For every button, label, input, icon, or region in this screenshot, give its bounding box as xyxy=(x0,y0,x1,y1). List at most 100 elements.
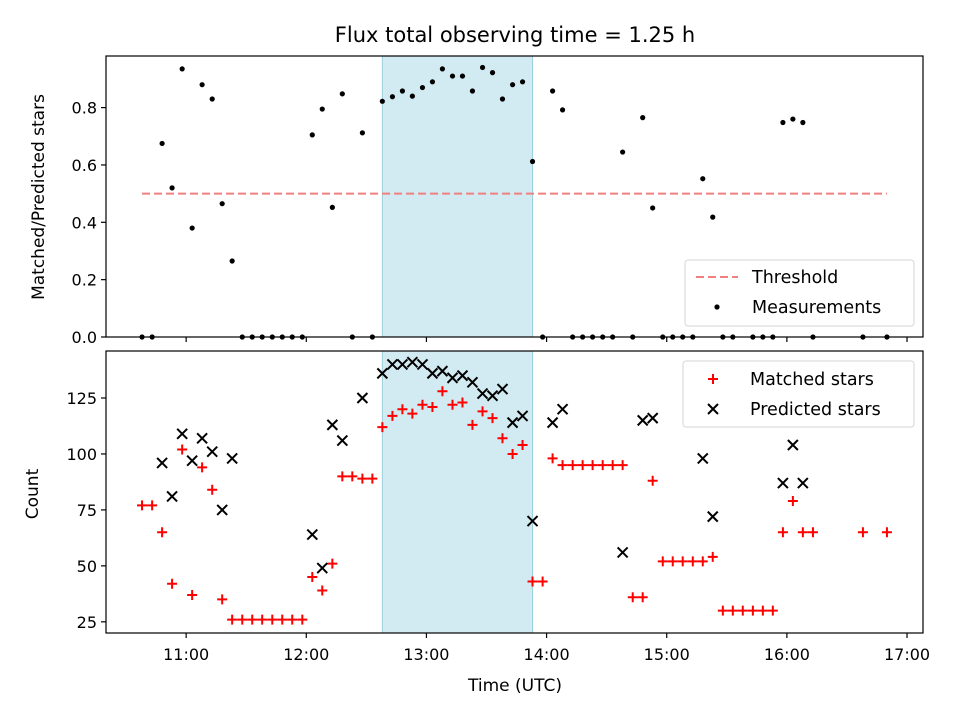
observing-window-band xyxy=(381,350,534,634)
measurement-point xyxy=(439,66,446,72)
matched-stars-point xyxy=(387,410,398,421)
predicted-stars-point xyxy=(226,452,238,465)
measurement-point xyxy=(499,96,506,102)
matched-stars-point xyxy=(377,422,388,433)
series-measurements xyxy=(139,64,890,340)
y-tick-label: 0.4 xyxy=(72,213,97,232)
measurement-point xyxy=(479,64,486,71)
measurement-point xyxy=(620,149,626,155)
matched-stars-point xyxy=(487,413,498,424)
matched-stars-point xyxy=(517,440,528,450)
bottom-y-axis-label: Count xyxy=(23,468,43,519)
matched-stars-point xyxy=(267,614,278,625)
measurement-point xyxy=(309,132,315,138)
matched-stars-point xyxy=(367,473,378,484)
measurement-point xyxy=(559,107,566,113)
predicted-stars-point xyxy=(546,416,559,429)
matched-stars-point xyxy=(307,572,318,583)
matched-stars-point xyxy=(457,397,468,408)
predicted-stars-point xyxy=(506,416,519,429)
matched-stars-point xyxy=(617,460,628,471)
measurement-point xyxy=(409,93,415,99)
measurement-point xyxy=(419,84,426,91)
matched-stars-point xyxy=(427,401,438,412)
matched-stars-point xyxy=(557,460,568,471)
x-tick-label: 17:00 xyxy=(884,645,930,664)
measurement-point xyxy=(469,88,476,94)
measurement-point xyxy=(449,73,456,79)
observing-window-band xyxy=(381,55,534,338)
measurement-point xyxy=(640,115,646,121)
matched-stars-point xyxy=(657,556,668,567)
predicted-stars-point xyxy=(316,562,328,574)
measurement-point xyxy=(710,214,716,220)
y-tick-label: 50 xyxy=(77,557,97,576)
measurement-point xyxy=(189,225,195,231)
matched-stars-point xyxy=(277,614,288,625)
predicted-stars-point xyxy=(646,412,659,424)
matched-stars-point xyxy=(207,484,218,495)
x-tick-label: 14:00 xyxy=(524,645,570,664)
matched-stars-point xyxy=(167,578,178,589)
series-predicted-stars xyxy=(156,356,809,574)
measurement-point xyxy=(229,258,235,264)
bottom-panel: 25 50 75 100 125 11:00 12:00 13:00 14:00 15:00 16:… xyxy=(66,350,930,664)
matched-stars-point xyxy=(177,444,188,455)
matched-stars-point xyxy=(497,433,508,444)
legend-threshold-label: Threshold xyxy=(751,268,838,288)
matched-stars-point xyxy=(467,419,478,430)
predicted-stars-point xyxy=(456,369,469,382)
matched-stars-point xyxy=(787,495,798,506)
matched-stars-point xyxy=(197,462,208,473)
matched-stars-point xyxy=(257,614,268,625)
measurement-point xyxy=(429,79,436,85)
measurement-point xyxy=(159,140,165,147)
matched-stars-point xyxy=(597,460,608,471)
matched-stars-point xyxy=(147,500,158,511)
measurement-point xyxy=(790,116,796,122)
predicted-stars-point xyxy=(306,528,319,541)
matched-stars-point xyxy=(227,614,238,625)
y-tick-label: 0.8 xyxy=(72,99,97,118)
predicted-stars-point xyxy=(787,439,799,451)
measurement-point xyxy=(319,106,325,112)
predicted-stars-point xyxy=(386,358,399,371)
predicted-stars-point xyxy=(616,546,629,559)
y-tick-label: 25 xyxy=(77,613,97,632)
matched-stars-point xyxy=(797,527,808,538)
predicted-stars-point xyxy=(526,515,539,527)
matched-stars-point xyxy=(547,453,558,464)
matched-stars-point xyxy=(677,556,688,567)
predicted-stars-point xyxy=(196,432,208,444)
matched-stars-point xyxy=(567,460,578,471)
matched-stars-point xyxy=(447,399,458,410)
matched-stars-point xyxy=(297,614,308,625)
matched-stars-point xyxy=(587,460,598,471)
matched-stars-point xyxy=(407,408,418,419)
x-tick-label: 13:00 xyxy=(403,645,449,664)
x-tick-label: 16:00 xyxy=(764,645,810,664)
measurement-point xyxy=(359,130,365,136)
matched-stars-point xyxy=(157,527,168,538)
predicted-stars-point xyxy=(707,510,719,523)
matched-stars-point xyxy=(881,527,892,538)
matched-stars-point xyxy=(637,592,648,603)
y-tick-label: 0.0 xyxy=(72,328,97,347)
matched-stars-point xyxy=(337,471,348,482)
predicted-stars-point xyxy=(216,504,228,516)
matched-stars-point xyxy=(687,556,698,567)
measurement-point xyxy=(399,88,406,94)
legend-matched-swatch xyxy=(708,374,718,384)
measurement-point xyxy=(780,119,786,126)
matched-stars-point xyxy=(667,556,678,567)
predicted-stars-point xyxy=(476,387,489,400)
measurement-point xyxy=(389,94,396,100)
legend-box xyxy=(684,259,915,327)
predicted-stars-point xyxy=(697,452,709,465)
matched-stars-point xyxy=(187,589,198,600)
predicted-stars-point xyxy=(156,457,168,469)
predicted-stars-point xyxy=(636,414,649,427)
measurement-point xyxy=(700,176,706,182)
measurement-point xyxy=(509,82,516,88)
matched-stars-point xyxy=(627,592,638,603)
